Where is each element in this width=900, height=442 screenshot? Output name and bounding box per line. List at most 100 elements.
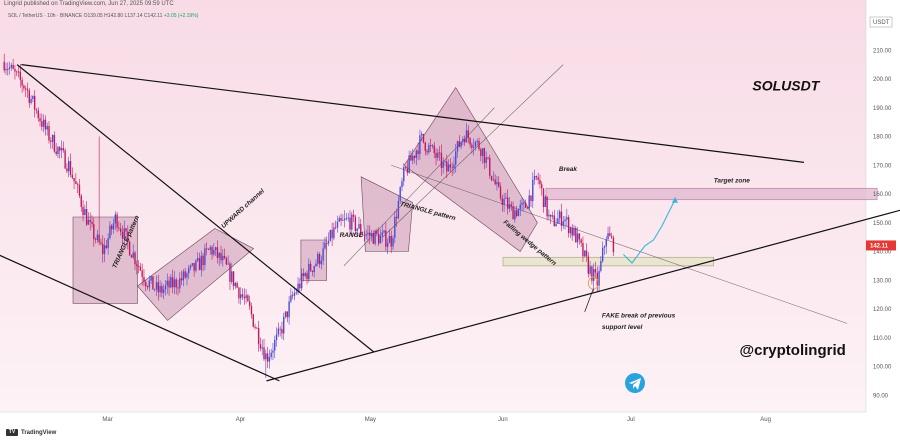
candle-body — [327, 240, 330, 244]
candle-body — [345, 217, 348, 219]
candle-body — [403, 167, 405, 182]
candle-body — [270, 352, 272, 358]
candle-body — [361, 233, 364, 236]
candle-body — [526, 207, 529, 209]
candle-body — [5, 68, 7, 71]
candle-body — [39, 118, 41, 122]
candle-body — [127, 231, 129, 242]
projection-arrow-icon — [672, 196, 678, 203]
candle-body — [569, 227, 572, 234]
candle-body — [279, 328, 281, 330]
ohlc-values: O139.05 H142.80 L137.14 C142.11 — [83, 13, 163, 19]
channel-line-1 — [391, 164, 848, 324]
candle-body — [557, 218, 559, 224]
current-price-label: 142.11 — [870, 243, 889, 249]
candle-body — [528, 195, 530, 209]
candle-body — [254, 326, 256, 328]
y-tick-label: 130.00 — [873, 278, 892, 284]
current-price-badge — [866, 240, 896, 251]
candle-body — [295, 292, 297, 294]
candle-body — [78, 184, 81, 196]
candle-body — [463, 138, 466, 143]
candle-body — [510, 204, 512, 207]
y-tick-label: 170.00 — [873, 163, 892, 169]
candle-body — [266, 353, 269, 362]
candle-body — [154, 289, 156, 291]
candle-body — [55, 151, 57, 155]
candle-body — [59, 147, 61, 151]
candle-body — [64, 150, 66, 169]
annotation-7: FAKE break of previous — [602, 313, 676, 320]
candle-body — [609, 233, 611, 237]
candle-body — [304, 273, 306, 276]
candle-body — [406, 168, 409, 173]
x-tick-label: Aug — [760, 417, 771, 423]
candle-body — [408, 155, 410, 173]
candle-body — [575, 227, 577, 243]
candle-body — [370, 233, 373, 236]
candle-body — [155, 282, 158, 290]
candle-body — [601, 247, 604, 262]
candle-body — [317, 253, 319, 264]
candle-body — [112, 223, 115, 230]
candle-body — [367, 232, 369, 235]
candle-body — [555, 223, 557, 227]
tradingview-footer[interactable]: TV TradingView — [6, 429, 56, 436]
candle-body — [521, 202, 523, 205]
candle-body — [498, 182, 500, 187]
candle-body — [612, 237, 615, 253]
candle-body — [252, 314, 254, 327]
candle-body — [12, 64, 14, 69]
candle-body — [428, 145, 430, 153]
annotation-6: Target zone — [714, 178, 751, 185]
candle-body — [109, 225, 111, 239]
candle-body — [50, 140, 52, 142]
candle-body — [460, 142, 462, 147]
support-line — [0, 254, 280, 382]
candle-body — [291, 295, 294, 297]
symbol-label: SOL / TetherUS · 10h · BINANCE — [8, 13, 83, 19]
candle-body — [145, 281, 147, 287]
candle-body — [340, 218, 342, 221]
annotation-9: SOLUSDT — [752, 78, 820, 94]
candle-body — [152, 276, 154, 290]
candle-body — [585, 250, 588, 257]
candle-body — [290, 295, 292, 302]
candle-body — [73, 177, 75, 182]
candle-body — [229, 263, 231, 282]
triangle-pattern-box — [72, 216, 138, 304]
candle-body — [417, 150, 419, 155]
candle-body — [496, 182, 498, 185]
channel-line-0 — [382, 64, 564, 238]
candle-body — [283, 316, 285, 334]
candle-body — [446, 161, 448, 172]
candle-body — [171, 277, 174, 288]
candle-body — [80, 195, 82, 207]
candle-body — [240, 294, 242, 299]
candle-body — [376, 230, 378, 234]
chart-background — [0, 0, 866, 412]
candle-body — [566, 217, 568, 220]
candle-body — [514, 210, 516, 220]
candle-body — [213, 250, 215, 255]
candle-body — [458, 141, 461, 147]
candle-body — [360, 224, 362, 234]
candle-body — [182, 271, 185, 281]
candle-body — [197, 258, 199, 261]
candle-body — [471, 144, 473, 148]
candle-body — [177, 287, 179, 289]
candle-body — [404, 167, 407, 169]
y-tick-label: 110.00 — [873, 336, 892, 342]
candle-body — [23, 85, 25, 89]
candle-body — [202, 255, 204, 266]
candle-body — [512, 206, 514, 220]
candle-body — [582, 243, 584, 257]
candle-body — [259, 344, 262, 349]
projection-layer — [584, 196, 678, 312]
candle-body — [523, 202, 525, 204]
candle-body — [247, 295, 249, 302]
candle-body — [114, 214, 116, 224]
candle-body — [374, 230, 376, 244]
candle-body — [84, 209, 86, 216]
